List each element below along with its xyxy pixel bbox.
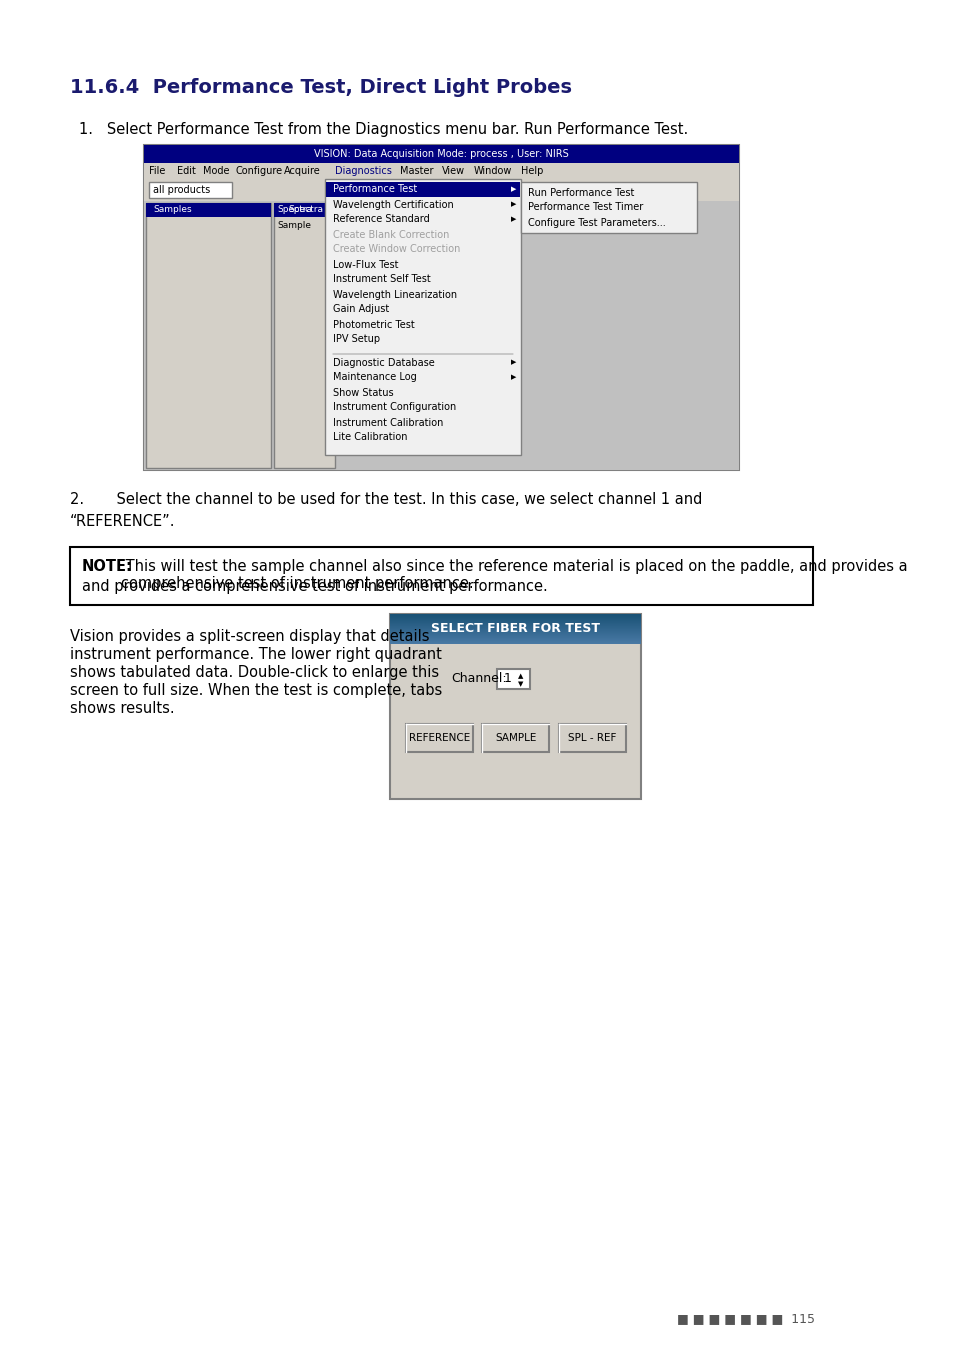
Bar — [390, 614, 640, 799]
Bar — [406, 724, 473, 752]
Text: Diagnostics: Diagnostics — [335, 166, 391, 176]
Text: View: View — [441, 166, 464, 176]
Text: Maintenance Log: Maintenance Log — [333, 373, 416, 382]
Text: SPL - REF: SPL - REF — [567, 733, 616, 743]
Text: Gain Adjust: Gain Adjust — [333, 305, 389, 315]
Text: Samples: Samples — [153, 205, 192, 215]
Text: Show Status: Show Status — [333, 387, 393, 397]
Text: ▶: ▶ — [511, 201, 517, 208]
Text: Create Blank Correction: Create Blank Correction — [333, 230, 449, 239]
Text: “REFERENCE”.: “REFERENCE”. — [70, 514, 175, 529]
Bar — [146, 202, 272, 468]
Text: Wavelength Certification: Wavelength Certification — [333, 200, 453, 209]
Text: Configure Test Parameters...: Configure Test Parameters... — [527, 217, 665, 228]
Text: ■ ■ ■ ■ ■ ■ ■  115: ■ ■ ■ ■ ■ ■ ■ 115 — [677, 1312, 815, 1324]
Text: ▲: ▲ — [517, 674, 523, 679]
Text: Wavelength Linearization: Wavelength Linearization — [333, 289, 456, 300]
Text: shows tabulated data. Double-click to enlarge this: shows tabulated data. Double-click to en… — [70, 666, 438, 680]
Bar — [144, 144, 739, 470]
Bar — [274, 202, 335, 468]
Text: Instrument Calibration: Instrument Calibration — [333, 417, 443, 428]
Text: Master: Master — [399, 166, 433, 176]
Text: VISION: Data Acquisition Mode: process , User: NIRS: VISION: Data Acquisition Mode: process ,… — [314, 148, 568, 159]
Text: Instrument Self Test: Instrument Self Test — [333, 274, 430, 285]
Bar — [497, 670, 529, 688]
Text: all products: all products — [153, 185, 211, 194]
Text: and provides a comprehensive test of instrument performance.: and provides a comprehensive test of ins… — [82, 579, 547, 594]
Text: ▶: ▶ — [511, 359, 517, 366]
Text: 2.       Select the channel to be used for the test. In this case, we select cha: 2. Select the channel to be used for the… — [70, 491, 701, 508]
Text: Instrument Configuration: Instrument Configuration — [333, 402, 456, 413]
Bar — [326, 182, 519, 197]
Text: Mode: Mode — [202, 166, 229, 176]
Text: Performance Test: Performance Test — [333, 185, 416, 194]
Text: Channel:: Channel: — [451, 672, 506, 686]
Bar — [70, 547, 813, 605]
Text: Photometric Test: Photometric Test — [333, 320, 415, 329]
Text: Window: Window — [474, 166, 512, 176]
Text: Spectra: Spectra — [288, 205, 323, 215]
Bar — [558, 724, 625, 752]
Text: File: File — [149, 166, 165, 176]
Text: SELECT FIBER FOR TEST: SELECT FIBER FOR TEST — [431, 622, 599, 636]
Bar — [144, 163, 739, 180]
Text: Performance Test Timer: Performance Test Timer — [527, 202, 642, 212]
Bar — [144, 144, 739, 163]
Text: instrument performance. The lower right quadrant: instrument performance. The lower right … — [70, 647, 441, 662]
Text: Configure: Configure — [235, 166, 282, 176]
Text: ▶: ▶ — [511, 186, 517, 193]
Text: 1: 1 — [503, 672, 511, 686]
Bar — [482, 724, 549, 752]
Bar — [325, 180, 520, 455]
Text: 1.   Select Performance Test from the Diagnostics menu bar. Run Performance Test: 1. Select Performance Test from the Diag… — [79, 122, 687, 136]
Text: REFERENCE: REFERENCE — [409, 733, 470, 743]
Text: Spectra: Spectra — [276, 205, 312, 215]
Bar — [274, 202, 335, 217]
Text: ▶: ▶ — [511, 216, 517, 223]
Text: NOTE:: NOTE: — [82, 559, 132, 574]
Text: Acquire: Acquire — [283, 166, 320, 176]
Text: SAMPLE: SAMPLE — [495, 733, 536, 743]
Text: Diagnostic Database: Diagnostic Database — [333, 358, 435, 367]
Text: Vision provides a split-screen display that details: Vision provides a split-screen display t… — [70, 629, 429, 644]
Bar — [149, 182, 233, 198]
Text: shows results.: shows results. — [70, 701, 174, 716]
Text: Run Performance Test: Run Performance Test — [527, 188, 634, 197]
Text: Reference Standard: Reference Standard — [333, 215, 429, 224]
Text: Help: Help — [520, 166, 542, 176]
Text: ▶: ▶ — [511, 374, 517, 381]
Bar — [146, 202, 272, 217]
Text: Sample: Sample — [276, 220, 311, 230]
Text: Create Window Correction: Create Window Correction — [333, 244, 459, 255]
Text: ▼: ▼ — [517, 680, 523, 687]
Text: IPV Setup: IPV Setup — [333, 335, 379, 344]
Text: This will test the sample channel also since the reference material is placed on: This will test the sample channel also s… — [121, 559, 906, 591]
Text: screen to full size. When the test is complete, tabs: screen to full size. When the test is co… — [70, 683, 441, 698]
Bar — [144, 201, 739, 470]
Text: 11.6.4  Performance Test, Direct Light Probes: 11.6.4 Performance Test, Direct Light Pr… — [70, 78, 571, 97]
Bar — [144, 180, 739, 201]
Text: Low-Flux Test: Low-Flux Test — [333, 259, 398, 270]
Bar — [520, 182, 697, 234]
Text: Edit: Edit — [176, 166, 195, 176]
Text: Lite Calibration: Lite Calibration — [333, 432, 407, 443]
